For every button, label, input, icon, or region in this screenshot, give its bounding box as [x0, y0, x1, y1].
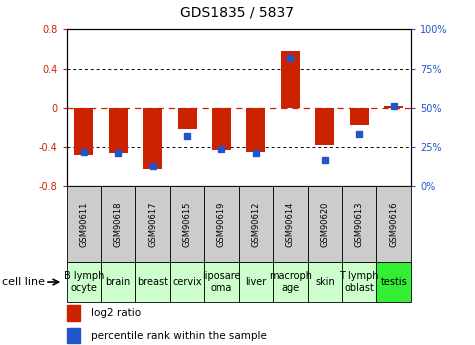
- Text: GSM90611: GSM90611: [79, 201, 88, 247]
- Text: GSM90620: GSM90620: [320, 201, 329, 247]
- Text: GSM90615: GSM90615: [182, 201, 191, 247]
- Bar: [74, 108, 93, 155]
- Bar: [376, 186, 411, 262]
- Text: T lymph
oblast: T lymph oblast: [340, 271, 379, 293]
- Bar: [273, 262, 308, 302]
- Text: brain: brain: [105, 277, 131, 287]
- Bar: [273, 186, 308, 262]
- Bar: [135, 262, 170, 302]
- Bar: [281, 51, 300, 108]
- Bar: [376, 262, 411, 302]
- Bar: [204, 186, 238, 262]
- Bar: [350, 108, 369, 126]
- Text: GDS1835 / 5837: GDS1835 / 5837: [180, 5, 294, 19]
- Bar: [170, 262, 204, 302]
- Text: percentile rank within the sample: percentile rank within the sample: [91, 331, 266, 341]
- Bar: [315, 108, 334, 145]
- Bar: [143, 108, 162, 169]
- Bar: [178, 108, 197, 129]
- Bar: [204, 262, 238, 302]
- Bar: [238, 186, 273, 262]
- Bar: [101, 186, 135, 262]
- Bar: [238, 262, 273, 302]
- Text: skin: skin: [315, 277, 335, 287]
- Text: macroph
age: macroph age: [269, 271, 312, 293]
- Bar: [66, 328, 80, 343]
- Text: GSM90616: GSM90616: [389, 201, 398, 247]
- Bar: [247, 108, 266, 152]
- Text: B lymph
ocyte: B lymph ocyte: [64, 271, 104, 293]
- Text: cervix: cervix: [172, 277, 202, 287]
- Text: log2 ratio: log2 ratio: [91, 308, 141, 318]
- Bar: [135, 186, 170, 262]
- Bar: [308, 262, 342, 302]
- Text: GSM90614: GSM90614: [286, 201, 295, 247]
- Text: liver: liver: [245, 277, 266, 287]
- Text: cell line: cell line: [2, 277, 46, 287]
- Bar: [109, 108, 128, 153]
- Bar: [384, 106, 403, 108]
- Bar: [101, 262, 135, 302]
- Bar: [342, 186, 376, 262]
- Text: testis: testis: [380, 277, 407, 287]
- Bar: [66, 305, 80, 321]
- Text: GSM90618: GSM90618: [114, 201, 123, 247]
- Text: GSM90619: GSM90619: [217, 201, 226, 247]
- Text: liposare
oma: liposare oma: [202, 271, 241, 293]
- Bar: [66, 262, 101, 302]
- Text: breast: breast: [137, 277, 168, 287]
- Text: GSM90617: GSM90617: [148, 201, 157, 247]
- Bar: [66, 186, 101, 262]
- Bar: [212, 108, 231, 150]
- Bar: [342, 262, 376, 302]
- Text: GSM90613: GSM90613: [355, 201, 364, 247]
- Bar: [308, 186, 342, 262]
- Bar: [170, 186, 204, 262]
- Text: GSM90612: GSM90612: [251, 201, 260, 247]
